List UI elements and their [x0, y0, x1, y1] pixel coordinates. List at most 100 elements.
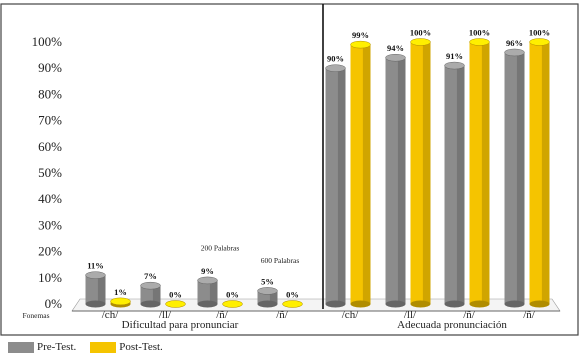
bar-post-test [350, 40, 371, 308]
bar-bottom [529, 300, 550, 308]
y-tick-label: 40% [38, 191, 62, 206]
x-tick-label: /ll/ [159, 309, 172, 321]
group-label-2: Adecuada pronunciación [397, 319, 507, 331]
data-label: 5% [261, 276, 274, 286]
bar-cap [110, 297, 131, 306]
x-tick-label: /ch/ [102, 309, 119, 321]
bar-bottom [140, 300, 161, 308]
data-label: 99% [352, 30, 369, 40]
bar-post-test [469, 38, 490, 308]
bar-pre-test [140, 281, 161, 308]
bar-shade [422, 42, 431, 304]
y-tick-label: 90% [38, 60, 62, 75]
legend-label-pre-test: Pre-Test. [37, 341, 77, 353]
bar-shade [481, 42, 490, 304]
data-label: 0% [286, 290, 299, 300]
data-label: 90% [327, 54, 344, 64]
chart-floor [71, 298, 561, 312]
bar-shade [152, 285, 161, 304]
chart-frame [0, 3, 579, 336]
bar-bottom [257, 300, 278, 308]
bar-shade [397, 57, 406, 304]
bar-bottom [469, 300, 490, 308]
bar-bottom [325, 300, 346, 308]
bar-shade [97, 275, 106, 304]
bar-cap [165, 300, 186, 308]
data-label: 100% [529, 28, 550, 38]
y-tick-label: 70% [38, 113, 62, 128]
legend: Pre-Test. Post-Test. [8, 341, 163, 353]
data-label: 1% [114, 287, 127, 297]
bar-cap [325, 64, 346, 72]
y-axis: 0% 10% 20% 30% 40% 50% 60% 70% 80% 90% 100% [32, 34, 63, 311]
bar-post-test [282, 300, 303, 308]
bar-pre-test [197, 276, 218, 308]
data-label: 9% [201, 266, 214, 276]
bar-cap [504, 48, 525, 57]
x-tick-label: /ñ/ [523, 309, 536, 321]
y-tick-label: 20% [38, 244, 62, 259]
data-label: 91% [446, 51, 463, 61]
bar-shade [456, 65, 465, 304]
x-tick-label: /ll/ [404, 309, 417, 321]
bar-cap [257, 287, 278, 295]
x-axis-caption: Fonemas [22, 311, 49, 320]
y-tick-label: 100% [32, 34, 63, 49]
data-label: 94% [387, 43, 404, 53]
y-tick-label: 60% [38, 139, 62, 154]
x-axis: /ch/ /ll/ /ñ/ /ñ/ /ch/ /ll/ /ñ/ /ñ/ [102, 309, 536, 321]
bar-bottom [85, 300, 106, 308]
bar-cap [469, 38, 490, 46]
legend-item-pre-test: Pre-Test. [8, 341, 76, 353]
bar-pre-test [444, 61, 465, 308]
bar-post-test [165, 300, 186, 308]
bar-post-test [529, 38, 550, 308]
annotation: 600 Palabras [261, 256, 300, 265]
bar-bottom [350, 300, 371, 308]
bar-cap [350, 40, 371, 49]
data-label: 0% [169, 290, 182, 300]
bars [85, 38, 550, 308]
bar-post-test [222, 300, 243, 308]
y-tick-label: 80% [38, 86, 62, 101]
data-label: 0% [226, 290, 239, 300]
bar-cap [529, 38, 550, 46]
y-tick-label: 30% [38, 217, 62, 232]
data-labels: 11% 7% 9% 5% 90% 94% 91% 96% 1% 0% 0% 0% 99% 100% 100%… [87, 28, 550, 300]
bar-pre-test [385, 53, 406, 308]
bar-shade [337, 68, 346, 304]
data-label: 11% [87, 261, 104, 271]
bar-shade [516, 52, 525, 305]
bar-pre-test [85, 271, 106, 308]
x-tick-label: /ch/ [342, 309, 359, 321]
bar-bottom [385, 300, 406, 308]
bar-pre-test [504, 48, 525, 308]
legend-swatch-post-test [90, 341, 117, 353]
legend-swatch-pre-test [8, 341, 34, 353]
x-tick-label: /ñ/ [463, 309, 476, 321]
data-label: 96% [506, 38, 523, 48]
bar-cap [197, 276, 218, 285]
data-label: 100% [410, 28, 431, 38]
x-tick-label: /ñ/ [276, 309, 289, 321]
bar-cap [444, 61, 465, 70]
bar-cap [222, 300, 243, 308]
data-label: 7% [144, 271, 157, 281]
bar-cap [85, 271, 106, 279]
bar-post-test [410, 38, 431, 308]
bar-shade [541, 42, 550, 304]
bar-bottom [197, 300, 218, 308]
bar-cap [385, 53, 406, 62]
data-label: 100% [469, 28, 490, 38]
y-tick-label: 10% [38, 270, 62, 285]
bar-shade [209, 280, 218, 304]
bar-cap [410, 38, 431, 46]
bar-bottom [444, 300, 465, 308]
bar-shade [269, 290, 278, 304]
annotations: 200 Palabras 600 Palabras [201, 243, 300, 264]
bar-bottom [410, 300, 431, 308]
y-tick-label: 0% [45, 296, 63, 311]
group-label-1: Dificultad para pronunciar [122, 319, 239, 331]
bar-shade [362, 44, 371, 305]
